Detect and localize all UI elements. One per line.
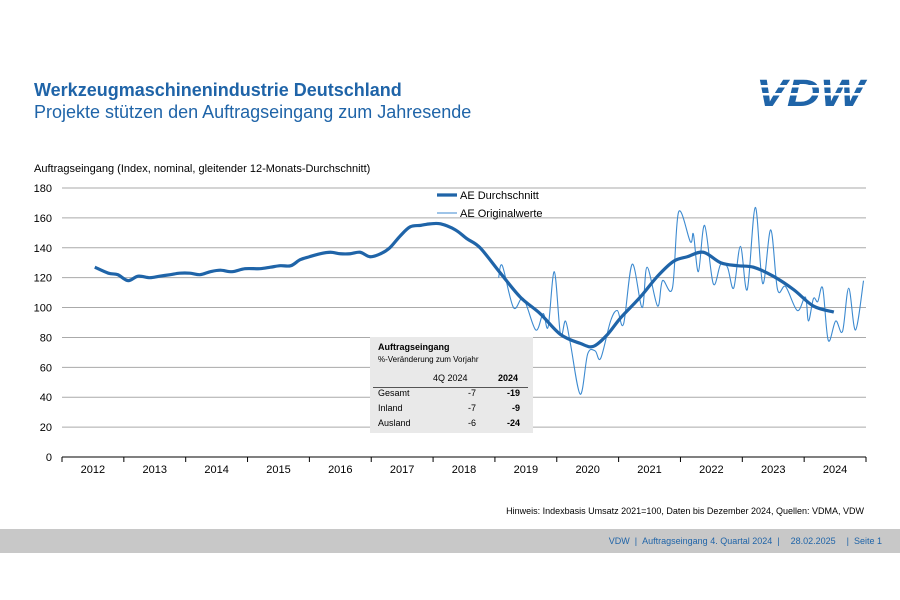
x-tick-label: 2024 bbox=[823, 464, 847, 476]
footer-date: 28.02.2025 bbox=[790, 536, 836, 546]
table-col-q: 4Q 2024 bbox=[433, 373, 468, 383]
row-label: Ausland bbox=[378, 418, 411, 428]
x-tick-label: 2021 bbox=[637, 464, 661, 476]
row-y: -9 bbox=[511, 403, 520, 413]
row-label: Gesamt bbox=[378, 388, 410, 398]
row-q: -7 bbox=[468, 388, 477, 398]
vdw-logo: VDW bbox=[752, 74, 868, 110]
table-row: Gesamt -7 -19 bbox=[378, 388, 533, 402]
svg-text:VDW: VDW bbox=[756, 74, 868, 110]
x-tick-label: 2016 bbox=[328, 464, 352, 476]
legend-label: AE Durchschnitt bbox=[460, 190, 539, 202]
footer-line: VDW | Auftragseingang 4. Quartal 2024 | … bbox=[609, 536, 882, 546]
table-col-year: 2024 bbox=[497, 373, 518, 383]
x-tick-label: 2023 bbox=[761, 464, 785, 476]
x-tick-label: 2019 bbox=[514, 464, 538, 476]
series-ae-originalwerte bbox=[498, 206, 865, 395]
legend-label: AE Originalwerte bbox=[460, 208, 543, 220]
x-tick-label: 2018 bbox=[452, 464, 476, 476]
y-tick-label: 180 bbox=[34, 183, 52, 195]
y-tick-label: 140 bbox=[34, 243, 52, 255]
summary-table: Auftragseingang %-Veränderung zum Vorjah… bbox=[370, 337, 533, 433]
y-tick-label: 20 bbox=[40, 422, 52, 434]
y-tick-label: 40 bbox=[40, 392, 52, 404]
y-tick-label: 80 bbox=[40, 332, 52, 344]
row-label: Inland bbox=[378, 403, 403, 413]
row-q: -7 bbox=[468, 403, 477, 413]
y-tick-label: 0 bbox=[46, 452, 52, 464]
row-y: -19 bbox=[506, 388, 520, 398]
series-ae-durchschnitt bbox=[94, 221, 835, 349]
footer-separator: | bbox=[634, 536, 638, 546]
table-title: Auftragseingang bbox=[378, 342, 450, 352]
row-q: -6 bbox=[468, 418, 477, 428]
x-tick-label: 2017 bbox=[390, 464, 414, 476]
page-title: Werkzeugmaschinenindustrie Deutschland bbox=[34, 80, 402, 100]
x-tick-label: 2013 bbox=[143, 464, 167, 476]
y-tick-label: 120 bbox=[34, 273, 52, 285]
source-note: Hinweis: Indexbasis Umsatz 2021=100, Dat… bbox=[506, 506, 864, 516]
x-tick-label: 2020 bbox=[575, 464, 599, 476]
y-tick-label: 160 bbox=[34, 213, 52, 225]
table-row: Ausland -6 -24 bbox=[378, 418, 533, 432]
footer-separator: | bbox=[777, 536, 780, 546]
footer-doc: Auftragseingang 4. Quartal 2024 bbox=[642, 536, 773, 546]
row-y: -24 bbox=[506, 418, 520, 428]
x-tick-label: 2022 bbox=[699, 464, 723, 476]
x-tick-label: 2015 bbox=[266, 464, 290, 476]
footer-page: Seite 1 bbox=[853, 536, 882, 546]
footer-separator: | bbox=[846, 536, 849, 546]
x-tick-label: 2014 bbox=[204, 464, 228, 476]
y-axis-label: Auftragseingang (Index, nominal, gleiten… bbox=[34, 163, 371, 175]
table-subtitle: %-Veränderung zum Vorjahr bbox=[378, 355, 479, 364]
chart: 0 20 40 60 80 100 120 140 160 180 2012 2013 2014 2015… bbox=[34, 183, 867, 476]
table-row: Inland -7 -9 bbox=[378, 403, 533, 417]
footer-org: VDW bbox=[608, 536, 630, 546]
footer: VDW | Auftragseingang 4. Quartal 2024 | … bbox=[0, 529, 900, 553]
y-tick-label: 60 bbox=[40, 362, 52, 374]
y-tick-label: 100 bbox=[34, 303, 52, 315]
page-subtitle: Projekte stützen den Auftragseingang zum… bbox=[34, 102, 472, 122]
x-tick-label: 2012 bbox=[81, 464, 105, 476]
